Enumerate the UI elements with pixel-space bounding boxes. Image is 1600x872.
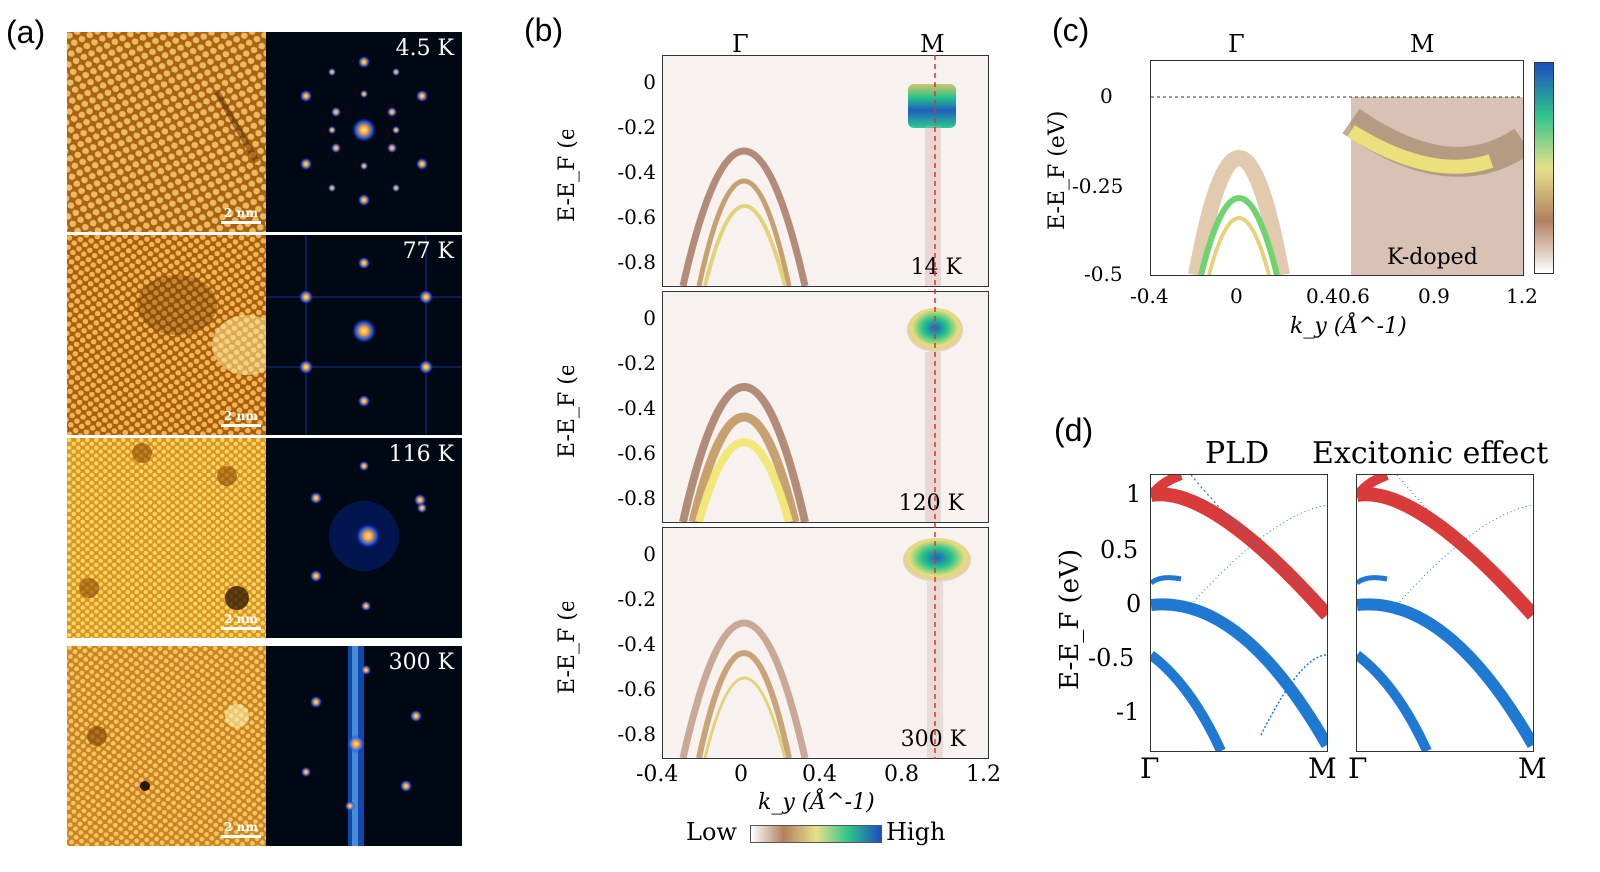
temperature-label: 300 K <box>388 650 454 675</box>
fft-image-300k: 300 K <box>266 646 462 846</box>
xtick: 0 <box>1230 284 1243 308</box>
scale-bar: 2 nm <box>221 612 261 630</box>
xtick: 0.9 <box>1418 284 1450 308</box>
ylabel-d: E-E_F (eV) <box>1055 549 1085 690</box>
ytick: -0.5 <box>1084 262 1123 286</box>
temperature-label: 4.5 K <box>395 36 454 61</box>
ytick: -0.4 <box>617 160 656 184</box>
svg-text:E-E_F (eV): E-E_F (eV) <box>1045 111 1070 230</box>
ytick: 0 <box>1126 590 1142 618</box>
ytick: -0.4 <box>617 632 656 656</box>
xlabel-b: k_y (Å^-1) <box>758 790 875 815</box>
scale-bar: 2 nm <box>221 206 261 224</box>
colorbar-c <box>1534 62 1554 274</box>
xtick: 1.2 <box>1506 284 1538 308</box>
ytick: -0.6 <box>617 441 656 465</box>
arpes-kdoped-map: K-doped <box>1150 60 1524 276</box>
stm-image-116k: 2 nm <box>67 438 269 638</box>
temperature-label: 14 K <box>910 255 962 280</box>
svg-text:E-E_F (eV): E-E_F (eV) <box>555 602 580 694</box>
xlabel-c: k_y (Å^-1) <box>1290 314 1407 339</box>
ytick: -0.2 <box>617 351 656 375</box>
ytick: 0 <box>643 70 656 94</box>
band-structure-excitonic <box>1356 474 1534 752</box>
ytick: 0 <box>643 306 656 330</box>
m-point-dashed-line <box>934 55 936 759</box>
fft-image-77k: 77 K <box>266 235 462 435</box>
xtick: M <box>1308 752 1337 785</box>
arpes-map-300k: 300 K <box>662 527 989 759</box>
title-pld: PLD <box>1205 436 1270 471</box>
stm-image-77k: 2 nm <box>67 235 269 435</box>
panel-label-c: (c) <box>1052 12 1090 48</box>
svg-text:E-E_F (eV): E-E_F (eV) <box>555 130 580 222</box>
ytick: -0.6 <box>617 677 656 701</box>
ytick: 1 <box>1126 480 1142 508</box>
ytick: -0.2 <box>617 587 656 611</box>
arpes-map-14k: 14 K <box>662 55 989 287</box>
svg-text:E-E_F (eV): E-E_F (eV) <box>1055 549 1085 690</box>
arpes-map-120k: 120 K <box>662 291 989 523</box>
ylabel-c: E-E_F (eV) <box>1045 111 1070 230</box>
ytick: -0.8 <box>617 250 656 274</box>
gamma-label: Γ <box>732 30 749 58</box>
ytick: -0.8 <box>617 722 656 746</box>
ytick: 0.5 <box>1100 536 1139 564</box>
temperature-label: 120 K <box>898 491 964 516</box>
xtick: Γ <box>1140 752 1160 785</box>
xtick: Γ <box>1348 752 1368 785</box>
panel-label-b: (b) <box>524 12 564 48</box>
svg-text:E-E_F (eV): E-E_F (eV) <box>555 366 580 458</box>
ytick: -0.6 <box>617 205 656 229</box>
temperature-label: 300 K <box>900 727 966 752</box>
fft-image-4-5k: 4.5 K <box>266 32 462 232</box>
ylabel-b2: E-E_F (eV) <box>555 366 580 458</box>
ytick: -0.5 <box>1088 644 1135 672</box>
gamma-label: Γ <box>1228 30 1245 58</box>
ylabel-b3: E-E_F (eV) <box>555 602 580 694</box>
stm-image-300k: 2 nm <box>67 646 269 846</box>
xtick: -0.4 <box>1130 284 1169 308</box>
colorbar-low-label: Low <box>686 818 737 846</box>
xtick: M <box>1518 752 1547 785</box>
colorbar-high-label: High <box>886 818 946 846</box>
xtick: 0 <box>734 762 748 787</box>
ytick: -1 <box>1116 698 1140 726</box>
m-label: M <box>1410 30 1435 58</box>
temperature-label: 77 K <box>402 239 454 264</box>
band-structure-pld <box>1150 474 1328 752</box>
stm-image-4-5k: 2 nm <box>67 32 269 232</box>
xtick: 1.2 <box>966 762 1001 787</box>
ytick: -0.4 <box>617 396 656 420</box>
temperature-label: 116 K <box>388 442 454 467</box>
xtick: -0.4 <box>636 762 679 787</box>
scale-bar: 2 nm <box>221 409 261 427</box>
ytick: -0.8 <box>617 486 656 510</box>
fft-image-116k: 116 K <box>266 438 462 638</box>
m-label: M <box>920 30 945 58</box>
ytick: -0.2 <box>617 115 656 139</box>
xtick: 0.4 <box>802 762 837 787</box>
scale-bar: 2 nm <box>221 820 261 838</box>
colorbar <box>750 825 882 843</box>
title-excitonic: Excitonic effect <box>1312 436 1549 471</box>
ylabel-b1: E-E_F (eV) <box>555 130 580 222</box>
panel-label-d: (d) <box>1054 412 1094 448</box>
ytick: -0.25 <box>1072 174 1124 198</box>
xtick: 0.8 <box>884 762 919 787</box>
xtick: 0.6 <box>1338 284 1370 308</box>
ytick: 0 <box>1100 84 1113 108</box>
kdoped-label: K-doped <box>1387 245 1478 270</box>
ytick: 0 <box>643 542 656 566</box>
panel-label-a: (a) <box>6 14 46 50</box>
xtick: 0.4 <box>1306 284 1338 308</box>
